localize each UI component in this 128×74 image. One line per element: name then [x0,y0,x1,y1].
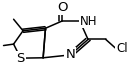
Text: O: O [57,1,67,14]
Text: S: S [17,52,25,65]
Text: N: N [65,48,75,61]
Text: NH: NH [80,15,98,28]
Text: Cl: Cl [116,42,128,55]
